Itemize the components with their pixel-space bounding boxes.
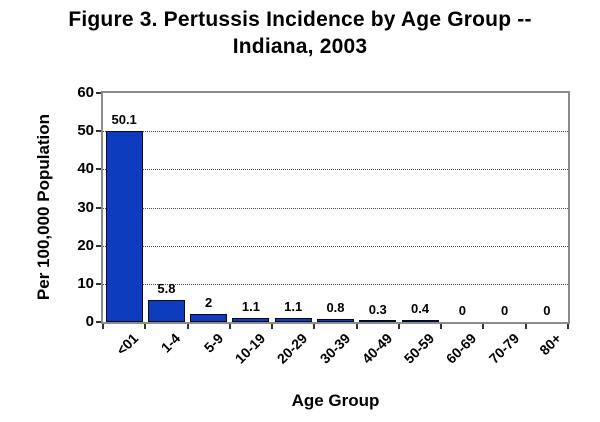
y-tick-label-30: 30: [77, 198, 94, 216]
y-tick-mark: [96, 321, 101, 323]
bar-50-59: [401, 320, 439, 322]
bar-value-label: 0: [458, 303, 466, 318]
x-tick-mark: [524, 324, 527, 329]
x-tick-mark: [397, 324, 400, 329]
gridline-y-20: [103, 245, 568, 247]
bar-value-label: 0.4: [410, 301, 430, 316]
x-tick-mark: [313, 324, 316, 329]
bar-1-4: [147, 300, 185, 322]
x-tick-mark: [271, 324, 274, 329]
y-tick-label-20: 20: [77, 236, 94, 254]
bar-value-label: 0: [500, 303, 509, 318]
bar-40-49: [359, 320, 397, 322]
chart-title-line-1: Figure 3. Pertussis Incidence by Age Gro…: [68, 8, 532, 31]
bar-value-label: 2: [205, 295, 213, 310]
bar-value-label: 5.8: [157, 281, 176, 296]
bar-5-9: [190, 314, 228, 322]
y-tick-label-40: 40: [77, 160, 94, 178]
y-tick-label-10: 10: [77, 274, 94, 292]
x-tick-mark: [228, 324, 231, 329]
x-tick-mark: [102, 324, 104, 329]
x-tick-mark: [482, 324, 485, 329]
x-tick-mark: [355, 324, 358, 329]
x-tick-mark: [567, 324, 569, 329]
y-tick-mark: [96, 206, 101, 209]
gridline-y-40: [103, 169, 568, 171]
bar-<01: [105, 131, 143, 322]
plot-area: 50.1 5.8 2 1.1 1.1 0.8 0.3 0.4 0 0 0: [101, 91, 570, 324]
bar-value-label: 0.8: [326, 300, 345, 315]
bar-value-label: 1.1: [241, 299, 260, 314]
chart-title: Figure 3. Pertussis Incidence by Age Gro…: [0, 6, 600, 60]
chart-title-line-2: Indiana, 2003: [232, 35, 368, 58]
x-axis-title: Age Group: [291, 391, 380, 410]
bar-20-29: [274, 318, 312, 322]
bar-value-label: 1.1: [284, 299, 303, 314]
gridline-y-10: [103, 283, 568, 285]
gridline-y-30: [103, 207, 568, 209]
y-tick-mark: [96, 130, 101, 133]
y-tick-mark: [96, 244, 101, 247]
y-tick-mark: [96, 168, 101, 171]
y-tick-label-0: 0: [85, 313, 94, 330]
bar-value-label: 0.3: [368, 302, 387, 317]
bar-value-label: 0: [543, 303, 551, 318]
x-tick-mark: [440, 324, 443, 329]
bar-30-39: [317, 319, 354, 322]
y-tick-mark: [96, 282, 101, 285]
x-tick-mark: [144, 324, 147, 329]
bar-value-label: 50.1: [111, 112, 137, 127]
y-tick-mark: [96, 92, 101, 94]
gridline-y-50: [103, 131, 568, 133]
y-tick-label-60: 60: [77, 84, 94, 101]
bar-10-19: [232, 318, 270, 322]
y-tick-label-50: 50: [77, 122, 94, 140]
x-tick-mark: [186, 324, 189, 329]
